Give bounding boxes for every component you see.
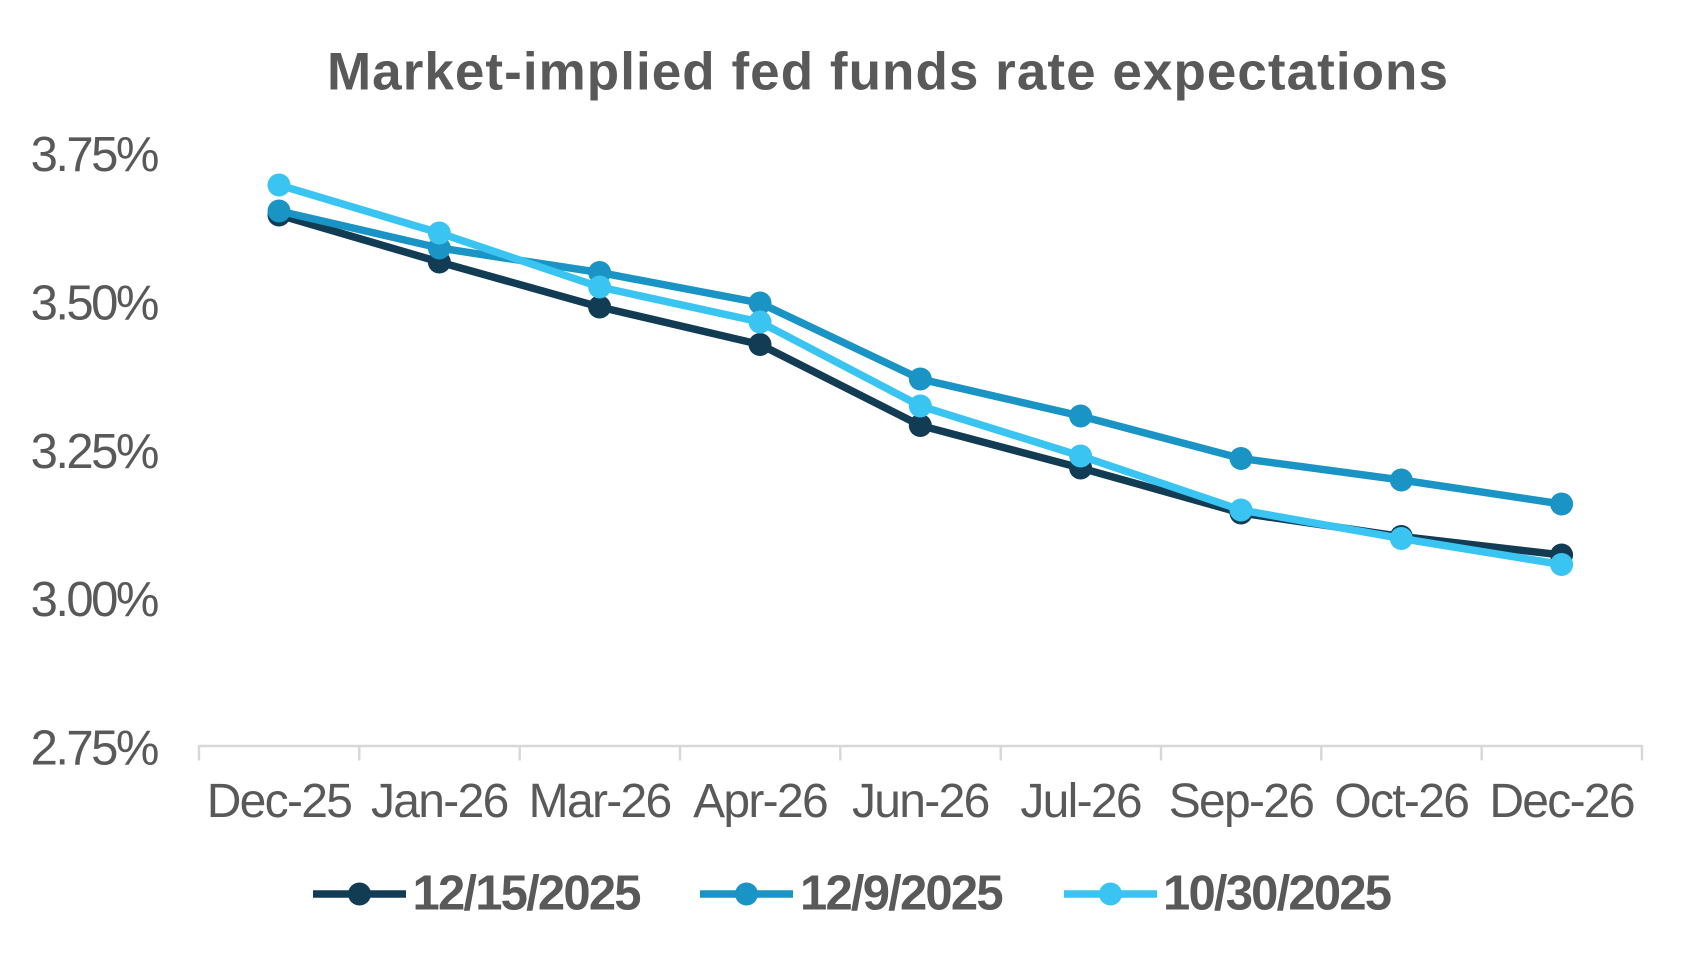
svg-text:Dec-25: Dec-25	[207, 775, 352, 828]
svg-text:10/30/2025: 10/30/2025	[1163, 867, 1391, 921]
svg-text:Sep-26: Sep-26	[1169, 775, 1314, 828]
svg-text:Oct-26: Oct-26	[1334, 775, 1468, 828]
svg-text:3.25%: 3.25%	[31, 425, 158, 479]
svg-text:Market-implied fed funds rate: Market-implied fed funds rate expectatio…	[327, 43, 1449, 102]
svg-text:12/15/2025: 12/15/2025	[413, 867, 641, 921]
svg-text:3.75%: 3.75%	[31, 128, 158, 182]
svg-text:Dec-26: Dec-26	[1489, 775, 1634, 828]
svg-text:2.75%: 2.75%	[31, 722, 158, 776]
svg-text:Jan-26: Jan-26	[371, 775, 508, 828]
svg-text:12/9/2025: 12/9/2025	[800, 867, 1002, 921]
svg-text:Apr-26: Apr-26	[693, 775, 827, 828]
svg-text:3.50%: 3.50%	[31, 276, 158, 330]
svg-text:Mar-26: Mar-26	[529, 775, 671, 828]
svg-text:Jun-26: Jun-26	[852, 775, 989, 828]
svg-text:Jul-26: Jul-26	[1020, 775, 1141, 828]
svg-text:3.00%: 3.00%	[31, 573, 158, 627]
